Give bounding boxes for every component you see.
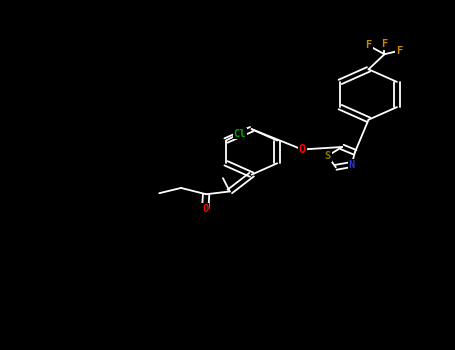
- Text: Cl: Cl: [233, 128, 246, 139]
- Text: F: F: [381, 39, 388, 49]
- Text: S: S: [324, 151, 331, 161]
- Text: F: F: [396, 46, 402, 56]
- Text: F: F: [365, 41, 372, 50]
- Text: O: O: [202, 204, 208, 214]
- Text: N: N: [349, 160, 355, 169]
- Text: O: O: [298, 143, 306, 156]
